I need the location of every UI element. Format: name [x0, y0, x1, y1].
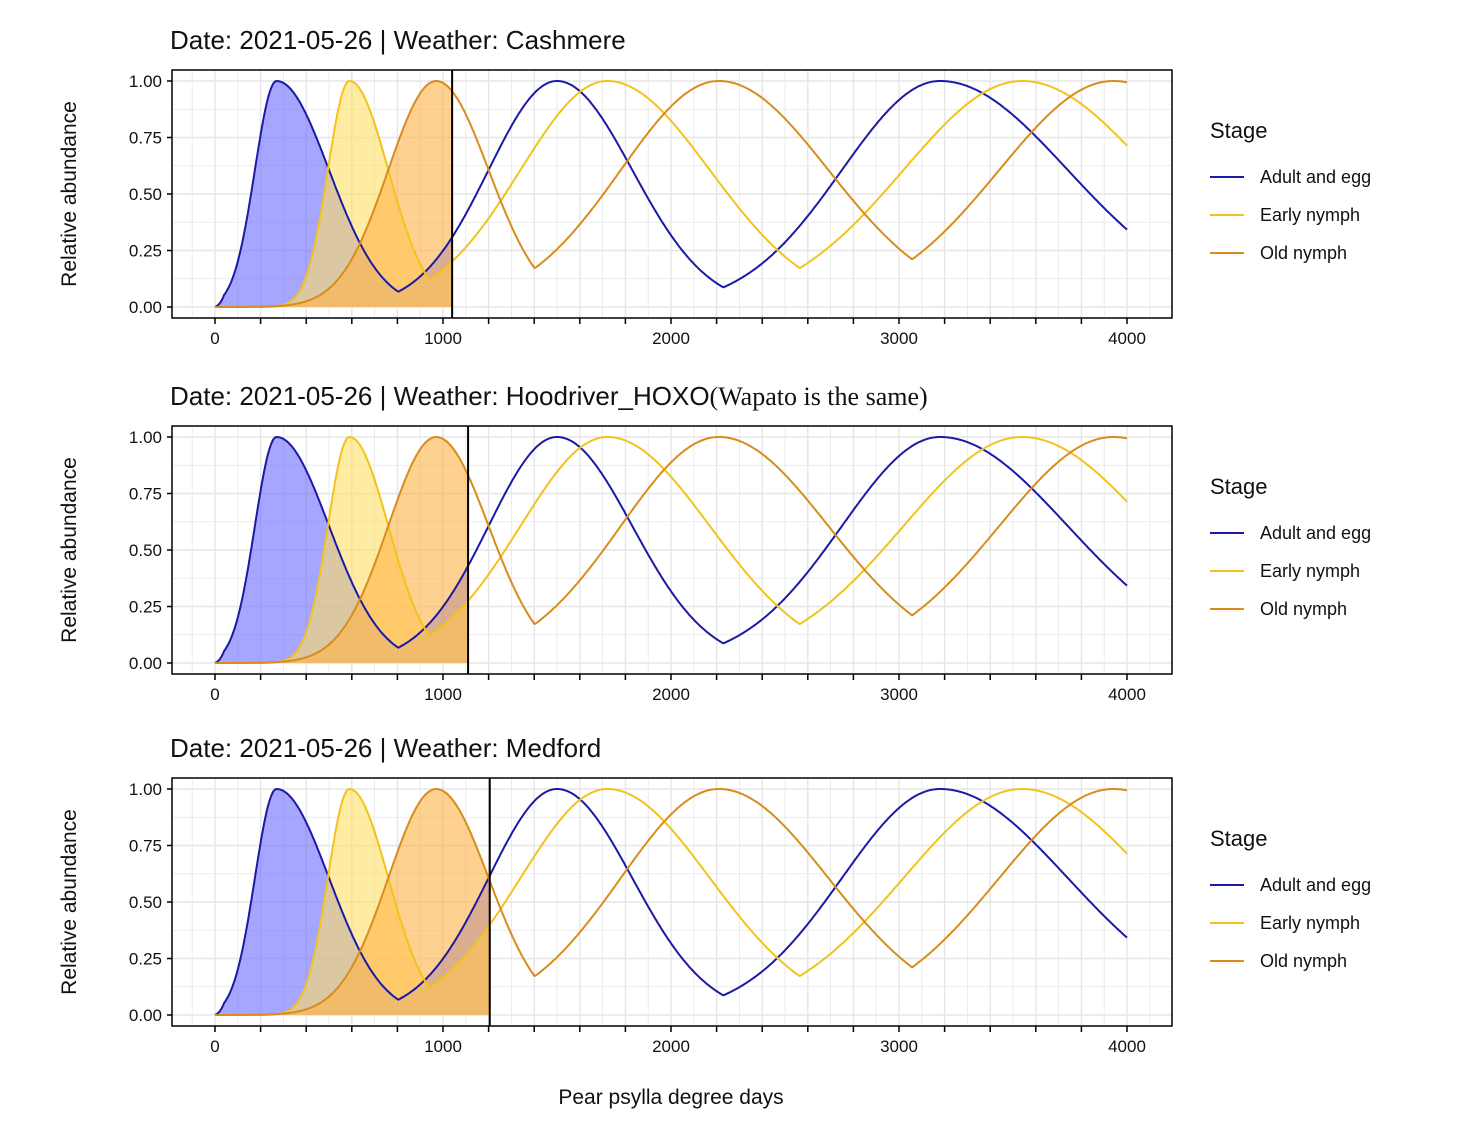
panel-title-2: Date: 2021-05-26 | Weather: Hoodriver_HO…	[170, 381, 928, 412]
series-line-early	[215, 787, 1128, 1016]
x-tick-label: 4000	[1108, 329, 1146, 348]
legend-label: Early nymph	[1260, 204, 1361, 225]
panel-title-text: Date: 2021-05-26 | Weather: Medford	[170, 733, 602, 763]
y-tick-label: 0.25	[129, 950, 162, 969]
legend-key-old	[1210, 960, 1244, 962]
area-adult	[215, 437, 469, 663]
x-axis-label: Pear psylla degree days	[558, 1086, 784, 1109]
x-tick-label: 0	[210, 1037, 219, 1056]
area-old	[215, 437, 469, 663]
area-early	[215, 789, 490, 1015]
y-tick-label: 0.50	[129, 541, 162, 560]
area-old	[215, 81, 453, 307]
y-tick-label: 0.25	[129, 598, 162, 617]
panel-title-text: Date: 2021-05-26 | Weather: Hoodriver_HO…	[170, 381, 710, 411]
legend-item-early: Early nymph	[1210, 552, 1371, 590]
legend-key-early	[1210, 214, 1244, 216]
legend-key-early	[1210, 922, 1244, 924]
x-tick-label: 2000	[652, 329, 690, 348]
x-tick-label: 3000	[880, 685, 918, 704]
legend-title: Stage	[1210, 474, 1268, 499]
legend-label: Early nymph	[1260, 912, 1361, 933]
y-tick-label: 0.50	[129, 893, 162, 912]
y-tick-label: 0.75	[129, 129, 162, 148]
legend-key-adult	[1210, 884, 1244, 886]
legend-item-old: Old nymph	[1210, 234, 1371, 272]
legend-title: Stage	[1210, 118, 1268, 143]
series-line-early	[215, 435, 1128, 664]
legend-2: Stage Adult and egg Early nymph Old nymp…	[1210, 474, 1371, 628]
x-tick-label: 4000	[1108, 1037, 1146, 1056]
x-tick-label: 3000	[880, 329, 918, 348]
series-line-old	[215, 435, 1128, 664]
y-tick-label: 0.75	[129, 485, 162, 504]
x-tick-label: 1000	[424, 329, 462, 348]
legend-item-old: Old nymph	[1210, 590, 1371, 628]
legend-item-adult: Adult and egg	[1210, 514, 1371, 552]
legend-key-old	[1210, 252, 1244, 254]
legend-1: Stage Adult and egg Early nymph Old nymp…	[1210, 118, 1371, 272]
x-tick-label: 2000	[652, 685, 690, 704]
y-tick-label: 1.00	[129, 428, 162, 447]
y-tick-label: 0.00	[129, 298, 162, 317]
legend-key-old	[1210, 608, 1244, 610]
legend-label: Adult and egg	[1260, 874, 1372, 895]
x-tick-label: 2000	[652, 1037, 690, 1056]
legend-label: Early nymph	[1260, 560, 1361, 581]
panel-title-text: Date: 2021-05-26 | Weather: Cashmere	[170, 25, 626, 55]
series-line-early	[215, 79, 1128, 308]
legend-item-early: Early nymph	[1210, 904, 1371, 942]
legend-key-early	[1210, 570, 1244, 572]
legend-label: Old nymph	[1260, 950, 1348, 971]
x-tick-label: 1000	[424, 685, 462, 704]
y-tick-label: 0.50	[129, 185, 162, 204]
legend-item-adult: Adult and egg	[1210, 158, 1371, 196]
panel-title-1: Date: 2021-05-26 | Weather: Cashmere	[170, 25, 626, 56]
legend-key-adult	[1210, 176, 1244, 178]
legend-item-adult: Adult and egg	[1210, 866, 1371, 904]
legend-item-old: Old nymph	[1210, 942, 1371, 980]
legend-3: Stage Adult and egg Early nymph Old nymp…	[1210, 826, 1371, 980]
series-line-old	[215, 79, 1128, 308]
y-tick-label: 0.75	[129, 837, 162, 856]
series-line-old	[215, 787, 1128, 1016]
x-tick-label: 3000	[880, 1037, 918, 1056]
series-line-adult	[214, 787, 1128, 1016]
x-tick-label: 4000	[1108, 685, 1146, 704]
area-adult	[215, 789, 490, 1015]
panel-title-note: (Wapato is the same)	[709, 382, 928, 411]
area-old	[215, 789, 490, 1015]
legend-label: Adult and egg	[1260, 522, 1372, 543]
series-line-adult	[214, 435, 1128, 664]
y-tick-label: 0.00	[129, 654, 162, 673]
legend-item-early: Early nymph	[1210, 196, 1371, 234]
legend-label: Old nymph	[1260, 598, 1348, 619]
x-tick-label: 0	[210, 329, 219, 348]
x-tick-label: 1000	[424, 1037, 462, 1056]
panel-title-3: Date: 2021-05-26 | Weather: Medford	[170, 733, 601, 764]
y-tick-label: 1.00	[129, 72, 162, 91]
legend-title: Stage	[1210, 826, 1268, 851]
y-tick-label: 0.00	[129, 1006, 162, 1025]
legend-key-adult	[1210, 532, 1244, 534]
x-tick-label: 0	[210, 685, 219, 704]
y-tick-label: 1.00	[129, 780, 162, 799]
legend-label: Old nymph	[1260, 242, 1348, 263]
series-line-adult	[214, 79, 1128, 308]
legend-label: Adult and egg	[1260, 166, 1372, 187]
y-tick-label: 0.25	[129, 242, 162, 261]
